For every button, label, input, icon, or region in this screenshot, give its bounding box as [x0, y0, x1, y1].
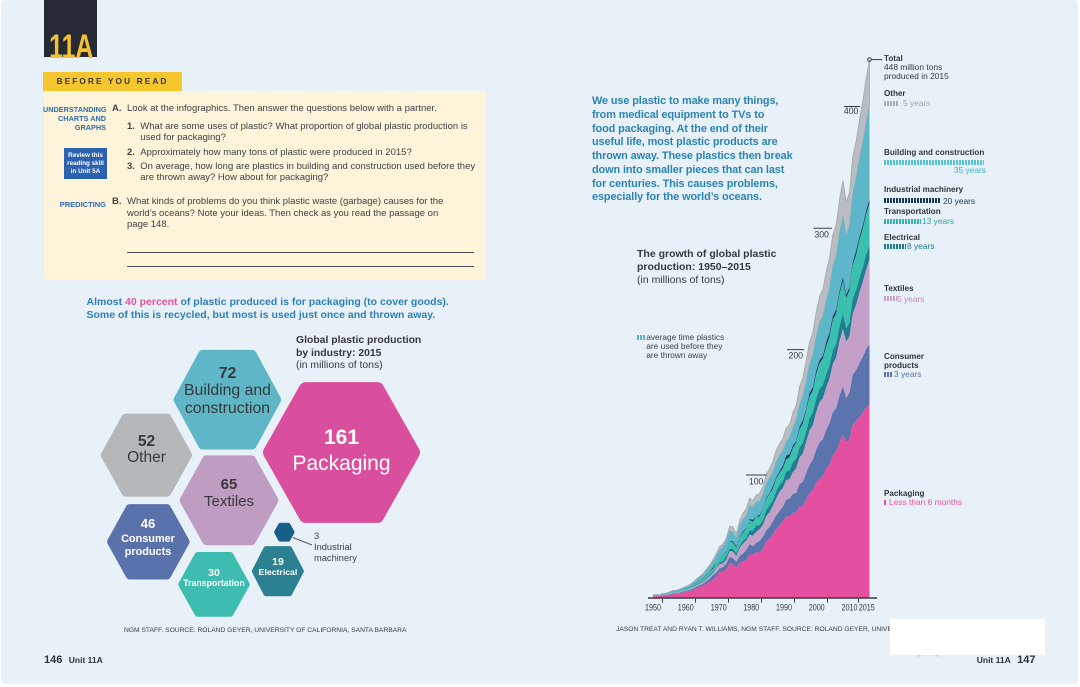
svg-text:300: 300: [814, 230, 829, 240]
svg-text:1960: 1960: [678, 603, 694, 613]
svg-text:100: 100: [749, 477, 764, 487]
svg-text:1980: 1980: [743, 603, 759, 613]
svg-text:2000: 2000: [809, 603, 825, 613]
svg-text:1970: 1970: [711, 603, 727, 613]
svg-text:1950: 1950: [645, 603, 661, 613]
svg-text:2015: 2015: [859, 603, 875, 613]
svg-text:400: 400: [844, 106, 859, 116]
svg-text:200: 200: [789, 351, 804, 361]
svg-text:1990: 1990: [776, 603, 792, 613]
svg-text:2010: 2010: [842, 603, 858, 613]
